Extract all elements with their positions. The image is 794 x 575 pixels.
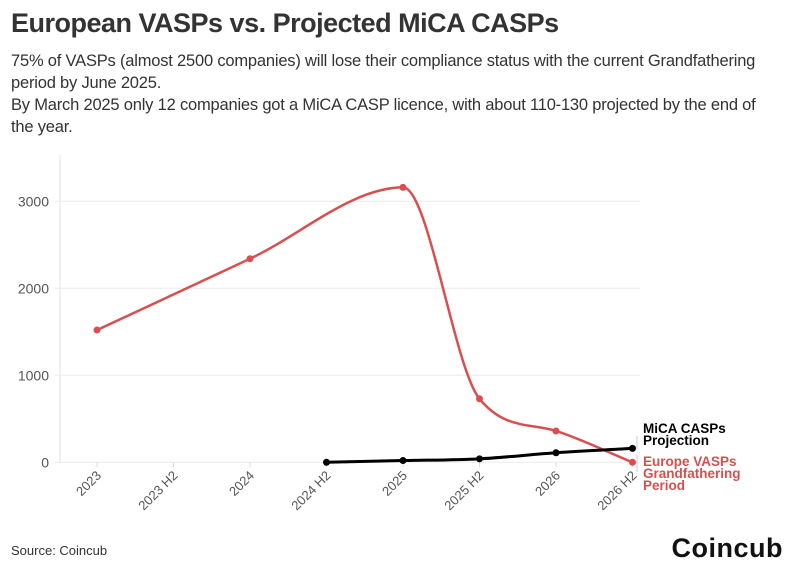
- data-point: [93, 326, 101, 334]
- data-point: [399, 457, 407, 465]
- subtitle-line: By March 2025 only 12 companies got a Mi…: [11, 96, 756, 136]
- y-tick-label: 1000: [18, 367, 49, 383]
- data-point: [476, 395, 483, 403]
- data-point: [399, 183, 407, 191]
- chart-subtitle: 75% of VASPs (almost 2500 companies) wil…: [11, 50, 781, 138]
- x-tick-label: 2023: [73, 468, 104, 499]
- y-tick-label: 2000: [18, 280, 49, 296]
- chart-title: European VASPs vs. Projected MiCA CASPs: [11, 8, 559, 38]
- data-point: [246, 255, 254, 263]
- series-label: Europe VASPs: [643, 454, 737, 469]
- data-point: [629, 444, 636, 452]
- x-tick-label: 2025 H2: [441, 468, 486, 513]
- series-line: [96, 186, 633, 464]
- data-point: [552, 427, 560, 435]
- data-point: [629, 458, 636, 466]
- series-label: Grandfathering: [643, 466, 741, 481]
- coincub-logo: Coincub: [671, 533, 783, 563]
- y-tick-label: 3000: [18, 193, 49, 209]
- series-label: Period: [643, 478, 685, 493]
- series-label: Projection: [643, 433, 709, 448]
- x-tick-label: 2024: [226, 468, 257, 499]
- x-tick-label: 2024 H2: [288, 468, 333, 513]
- x-tick-label: 2026: [532, 468, 563, 499]
- data-point: [476, 455, 483, 463]
- y-tick-label: 0: [41, 454, 49, 470]
- x-tick-label: 2023 H2: [135, 468, 180, 513]
- source-note: Source: Coincub: [11, 543, 108, 558]
- x-tick-label: 2026 H2: [594, 468, 639, 513]
- series-label: MiCA CASPs: [643, 421, 726, 436]
- data-point: [552, 449, 560, 457]
- subtitle-line: 75% of VASPs (almost 2500 companies) wil…: [11, 52, 756, 92]
- data-point: [323, 458, 330, 466]
- x-tick-label: 2025: [379, 468, 410, 499]
